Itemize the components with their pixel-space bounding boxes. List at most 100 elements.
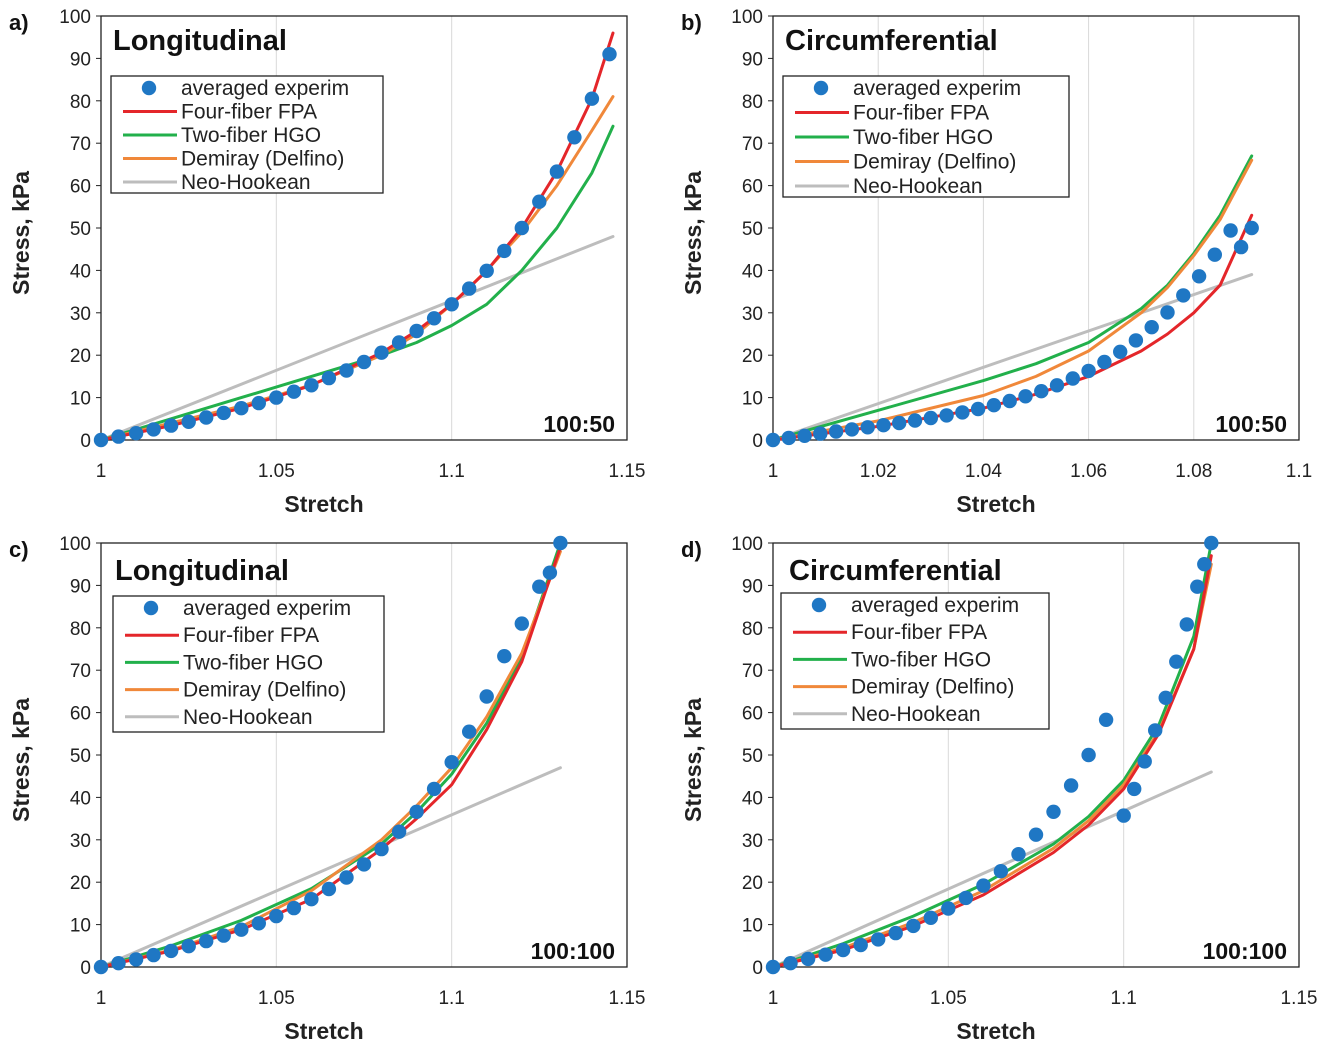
data-point	[251, 395, 266, 411]
y-tick-label: 40	[70, 261, 91, 282]
data-point	[269, 390, 284, 405]
data-point	[1207, 247, 1223, 262]
data-point	[128, 952, 144, 967]
legend-label: Four-fiber FPA	[183, 624, 319, 647]
y-tick-label: 20	[70, 346, 91, 367]
x-tick-label: 1.06	[1070, 461, 1107, 482]
data-point	[286, 384, 302, 399]
data-point	[923, 910, 938, 925]
y-tick-label: 100	[59, 534, 91, 555]
y-tick-label: 30	[742, 304, 763, 325]
y-tick-label: 60	[70, 704, 91, 725]
data-point	[1049, 378, 1065, 393]
legend-label: Four-fiber FPA	[853, 102, 989, 125]
x-axis-label: Stretch	[956, 1018, 1035, 1044]
data-point	[828, 424, 844, 439]
y-tick-label: 80	[70, 619, 91, 640]
data-point	[128, 426, 144, 441]
data-point	[304, 892, 319, 907]
data-point	[111, 429, 126, 444]
data-point	[941, 901, 956, 916]
data-point	[765, 959, 781, 975]
legend-label: Neo-Hookean	[853, 175, 983, 198]
y-tick-label: 60	[742, 704, 763, 725]
y-tick-label: 50	[742, 746, 763, 767]
data-point	[1233, 239, 1249, 255]
data-point	[462, 724, 477, 739]
data-point	[1081, 363, 1096, 379]
ratio-annotation: 100:100	[531, 938, 615, 964]
x-tick-label: 1.02	[860, 461, 897, 482]
data-point	[497, 243, 512, 259]
data-point	[993, 864, 1009, 879]
ratio-annotation: 100:50	[543, 411, 615, 437]
y-tick-label: 80	[742, 92, 763, 113]
legend-label: averaged experim	[851, 594, 1019, 617]
x-tick-label: 1.05	[258, 988, 295, 1009]
data-point	[1148, 723, 1163, 738]
data-point	[321, 370, 337, 386]
data-point	[1223, 223, 1238, 238]
data-point	[163, 943, 179, 959]
data-point	[986, 398, 1002, 413]
legend-label: Neo-Hookean	[181, 171, 311, 194]
data-point	[1002, 393, 1017, 409]
series-line-neo-hookean	[771, 273, 1254, 442]
panel-title: Circumferential	[789, 555, 1002, 587]
data-point	[923, 410, 938, 426]
x-tick-label: 1.1	[438, 461, 464, 482]
panel-title: Longitudinal	[113, 25, 287, 57]
ratio-annotation: 100:100	[1203, 938, 1287, 964]
data-point	[1191, 269, 1207, 284]
y-tick-label: 30	[70, 831, 91, 852]
y-tick-label: 90	[742, 576, 763, 597]
data-point	[93, 959, 109, 975]
data-point	[1018, 389, 1033, 404]
panel-label: a)	[9, 10, 29, 35]
data-point	[876, 418, 891, 433]
data-point	[835, 942, 851, 958]
legend-label: Two-fiber HGO	[853, 126, 993, 149]
y-tick-label: 20	[742, 873, 763, 894]
legend-label: Neo-Hookean	[183, 706, 313, 729]
y-tick-label: 0	[80, 958, 91, 979]
data-point	[958, 890, 974, 906]
data-point	[286, 900, 302, 916]
data-point	[391, 824, 407, 839]
x-tick-label: 1.1	[438, 988, 464, 1009]
series-line-two-fiber-hgo	[771, 154, 1254, 442]
data-point	[339, 363, 354, 378]
data-point	[1144, 320, 1159, 335]
data-point	[1190, 579, 1205, 594]
y-axis-label: Stress, kPa	[680, 171, 706, 295]
y-tick-label: 0	[80, 431, 91, 452]
y-tick-label: 40	[70, 788, 91, 809]
data-point	[853, 937, 868, 953]
data-point	[479, 689, 494, 704]
y-tick-label: 20	[742, 346, 763, 367]
x-tick-label: 1.04	[965, 461, 1002, 482]
y-tick-label: 30	[742, 831, 763, 852]
data-point	[970, 401, 986, 417]
data-point	[602, 47, 617, 62]
x-tick-label: 1.1	[1286, 461, 1312, 482]
series-line-neo-hookean	[99, 766, 562, 969]
legend-label: Demiray (Delfino)	[183, 679, 346, 702]
y-tick-label: 100	[731, 534, 763, 555]
data-point	[356, 857, 372, 872]
legend-marker	[811, 597, 827, 613]
data-point	[871, 932, 886, 947]
legend-label: Demiray (Delfino)	[851, 676, 1014, 699]
data-point	[163, 418, 179, 433]
data-point	[409, 804, 424, 819]
data-point	[1158, 690, 1173, 705]
data-point	[584, 91, 600, 106]
panel-label: b)	[681, 10, 702, 35]
data-point	[1244, 220, 1259, 236]
data-point	[1034, 384, 1049, 399]
y-tick-label: 10	[742, 916, 763, 937]
data-point	[321, 881, 337, 897]
y-tick-label: 90	[742, 49, 763, 70]
data-point	[818, 947, 833, 962]
y-tick-label: 70	[742, 134, 763, 155]
